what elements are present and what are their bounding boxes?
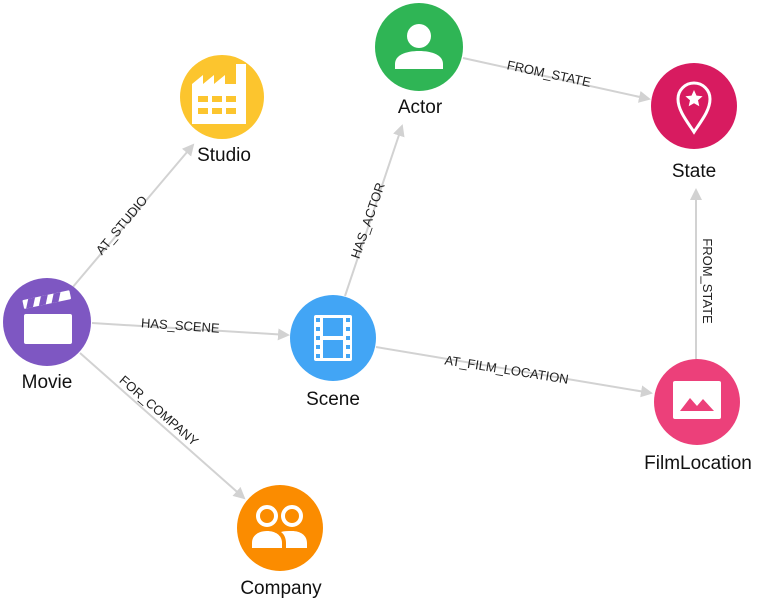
edge-at-film-location[interactable]: AT_FILM_LOCATION bbox=[375, 346, 653, 398]
edge-label-location-from-state: FROM_STATE bbox=[700, 238, 715, 324]
edge-label-has-actor: HAS_ACTOR bbox=[348, 181, 388, 261]
node-label-state: State bbox=[672, 161, 716, 182]
node-label-scene: Scene bbox=[306, 389, 360, 410]
node-scene[interactable]: Scene bbox=[290, 295, 376, 410]
edge-location-from-state[interactable]: FROM_STATE bbox=[690, 188, 715, 360]
edge-at-studio[interactable]: AT_STUDIO bbox=[71, 143, 195, 289]
image-icon bbox=[673, 381, 721, 419]
film-strip-icon bbox=[314, 315, 352, 361]
node-label-filmlocation: FilmLocation bbox=[644, 453, 752, 474]
node-label-movie: Movie bbox=[22, 372, 73, 393]
edge-for-company[interactable]: FOR_COMPANY bbox=[79, 352, 246, 500]
node-actor[interactable]: Actor bbox=[375, 3, 463, 118]
node-company[interactable]: Company bbox=[237, 485, 323, 599]
edge-label-for-company: FOR_COMPANY bbox=[117, 372, 202, 449]
edge-label-at-film-location: AT_FILM_LOCATION bbox=[444, 352, 570, 386]
edge-has-actor[interactable]: HAS_ACTOR bbox=[344, 124, 405, 297]
node-label-studio: Studio bbox=[197, 145, 251, 166]
group-icon bbox=[252, 505, 307, 548]
factory-icon bbox=[192, 64, 246, 124]
edge-label-actor-from-state: FROM_STATE bbox=[506, 57, 593, 90]
node-label-actor: Actor bbox=[398, 97, 443, 118]
node-movie[interactable]: Movie bbox=[3, 278, 91, 393]
node-label-company: Company bbox=[240, 578, 322, 599]
person-icon bbox=[395, 24, 443, 69]
node-filmlocation[interactable]: FilmLocation bbox=[644, 359, 752, 474]
map-pin-star-icon bbox=[676, 81, 712, 135]
clapperboard-icon bbox=[22, 290, 72, 344]
edge-has-scene[interactable]: HAS_SCENE bbox=[91, 315, 290, 341]
edge-label-has-scene: HAS_SCENE bbox=[141, 315, 221, 335]
node-studio[interactable]: Studio bbox=[180, 55, 264, 166]
edge-actor-from-state[interactable]: FROM_STATE bbox=[462, 57, 651, 103]
node-state[interactable]: State bbox=[651, 63, 737, 182]
edge-label-at-studio: AT_STUDIO bbox=[93, 193, 151, 258]
